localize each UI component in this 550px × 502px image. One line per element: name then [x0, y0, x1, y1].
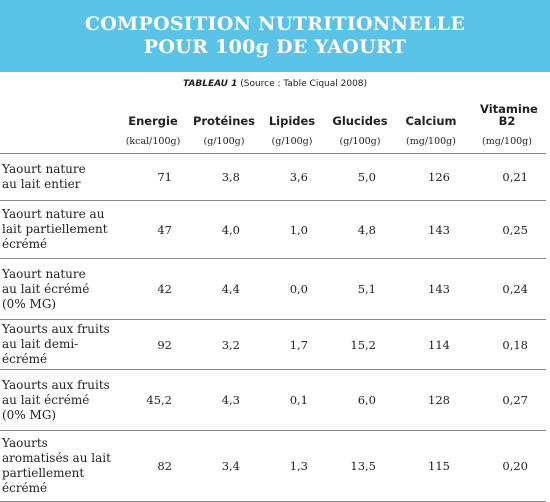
table-row: Yaourts aromatisés au lait partiellement…: [0, 430, 546, 502]
cell-proteines: 3,4: [190, 430, 258, 502]
header-blank: [0, 100, 116, 129]
cell-proteines: 4,0: [190, 200, 258, 259]
cell-energie: 45,2: [116, 369, 190, 431]
cell-vitamine-b2: 0,25: [468, 200, 546, 259]
nutrition-table: Energie Protéines Lipides Glucides Calci…: [0, 100, 546, 502]
cell-energie: 92: [116, 319, 190, 370]
table-row: Yaourts aux fruits au lait écrémé (0% MG…: [0, 369, 546, 431]
cell-glucides: 6,0: [326, 369, 394, 431]
header-glucides: Glucides: [332, 114, 388, 128]
table-row: Yaourt nature au lait entier 71 3,8 3,6 …: [0, 153, 546, 201]
cell-calcium: 128: [394, 369, 468, 431]
header-row: Energie Protéines Lipides Glucides Calci…: [0, 100, 546, 129]
table-row: Yaourts aux fruits au lait demi- écrémé …: [0, 319, 546, 370]
cell-calcium: 126: [394, 153, 468, 201]
units-row: (kcal/100g) (g/100g) (g/100g) (g/100g) (…: [0, 129, 546, 154]
table-row: Yaourt nature au lait écrémé (0% MG) 42 …: [0, 258, 546, 320]
cell-lipides: 0,1: [258, 369, 326, 431]
cell-calcium: 114: [394, 319, 468, 370]
header-proteines: Protéines: [192, 114, 256, 128]
caption-source: (Source : Table Ciqual 2008): [237, 79, 368, 89]
cell-energie: 71: [116, 153, 190, 201]
title-banner: COMPOSITION NUTRITIONNELLE POUR 100g DE …: [0, 0, 550, 72]
cell-lipides: 0,0: [258, 258, 326, 320]
row-name: Yaourts aromatisés au lait partiellement…: [0, 430, 116, 502]
header-energie: Energie: [128, 114, 178, 128]
cell-calcium: 143: [394, 200, 468, 259]
title-line-2: POUR 100g DE YAOURT: [143, 36, 407, 58]
unit-calcium: (mg/100g): [406, 135, 456, 147]
cell-energie: 82: [116, 430, 190, 502]
unit-proteines: (g/100g): [203, 135, 245, 147]
cell-proteines: 3,2: [190, 319, 258, 370]
row-name: Yaourts aux fruits au lait écrémé (0% MG…: [0, 369, 116, 431]
unit-energie: (kcal/100g): [125, 135, 181, 147]
cell-lipides: 1,0: [258, 200, 326, 259]
cell-glucides: 13,5: [326, 430, 394, 502]
header-vitamine-b2: Vitamine B2: [480, 102, 538, 128]
cell-proteines: 4,3: [190, 369, 258, 431]
title-line-1: COMPOSITION NUTRITIONNELLE: [84, 13, 466, 35]
cell-vitamine-b2: 0,21: [468, 153, 546, 201]
cell-vitamine-b2: 0,27: [468, 369, 546, 431]
cell-glucides: 4,8: [326, 200, 394, 259]
unit-blank: [0, 129, 116, 154]
cell-proteines: 3,8: [190, 153, 258, 201]
row-name: Yaourt nature au lait entier: [0, 153, 116, 201]
unit-lipides: (g/100g): [271, 135, 313, 147]
table-caption: TABLEAU 1 (Source : Table Ciqual 2008): [0, 79, 550, 89]
cell-vitamine-b2: 0,18: [468, 319, 546, 370]
unit-vitamine-b2: (mg/100g): [482, 135, 532, 147]
row-name: Yaourt nature au lait écrémé (0% MG): [0, 258, 116, 320]
cell-glucides: 5,1: [326, 258, 394, 320]
cell-energie: 47: [116, 200, 190, 259]
cell-lipides: 1,7: [258, 319, 326, 370]
cell-lipides: 3,6: [258, 153, 326, 201]
cell-calcium: 143: [394, 258, 468, 320]
row-name: Yaourt nature au lait partiellement écré…: [0, 200, 116, 259]
cell-vitamine-b2: 0,20: [468, 430, 546, 502]
cell-proteines: 4,4: [190, 258, 258, 320]
cell-glucides: 15,2: [326, 319, 394, 370]
header-calcium: Calcium: [405, 114, 457, 128]
row-name: Yaourts aux fruits au lait demi- écrémé: [0, 319, 116, 370]
caption-label: TABLEAU 1: [182, 79, 238, 89]
table-row: Yaourt nature au lait partiellement écré…: [0, 200, 546, 259]
cell-lipides: 1,3: [258, 430, 326, 502]
header-lipides: Lipides: [268, 114, 316, 128]
cell-glucides: 5,0: [326, 153, 394, 201]
unit-glucides: (g/100g): [339, 135, 381, 147]
cell-calcium: 115: [394, 430, 468, 502]
cell-vitamine-b2: 0,24: [468, 258, 546, 320]
cell-energie: 42: [116, 258, 190, 320]
